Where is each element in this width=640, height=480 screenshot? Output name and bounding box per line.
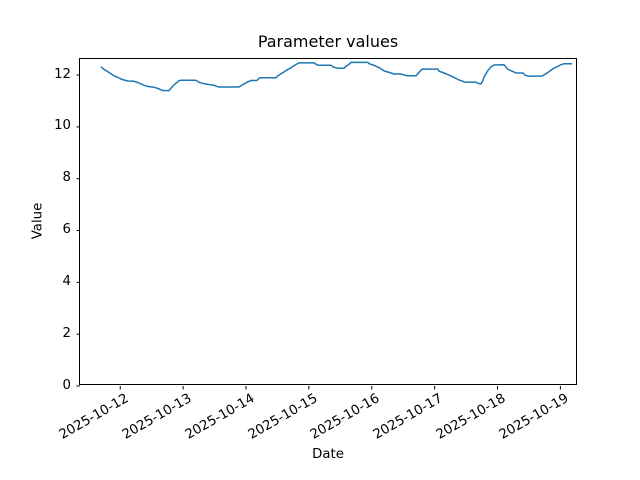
data-line [100, 61, 572, 92]
x-tick-label: 2025-10-16 [308, 391, 383, 443]
chart-svg [76, 61, 572, 390]
x-tick-label: 2025-10-15 [245, 391, 320, 443]
y-axis-label: Value [30, 202, 46, 240]
x-tick-label: 2025-10-13 [119, 391, 195, 443]
y-tick-label: 8 [62, 170, 71, 186]
x-axis-label: Date [312, 447, 344, 462]
y-tick-label: 10 [54, 118, 71, 134]
x-tick-label: 2025-10-18 [434, 391, 509, 443]
x-tick-label: 2025-10-12 [56, 391, 132, 443]
y-tick-label: 0 [62, 377, 71, 393]
y-tick-label: 6 [62, 222, 71, 238]
plot-area [76, 58, 577, 390]
y-tick-label: 4 [62, 273, 71, 289]
x-tick-label: 2025-10-14 [182, 391, 257, 443]
chart-title: Parameter values [257, 32, 399, 51]
y-tick-label: 12 [54, 66, 71, 82]
x-tick-label: 2025-10-17 [371, 391, 446, 443]
y-tick-label: 2 [62, 325, 71, 341]
x-tick-label: 2025-10-19 [496, 391, 572, 443]
